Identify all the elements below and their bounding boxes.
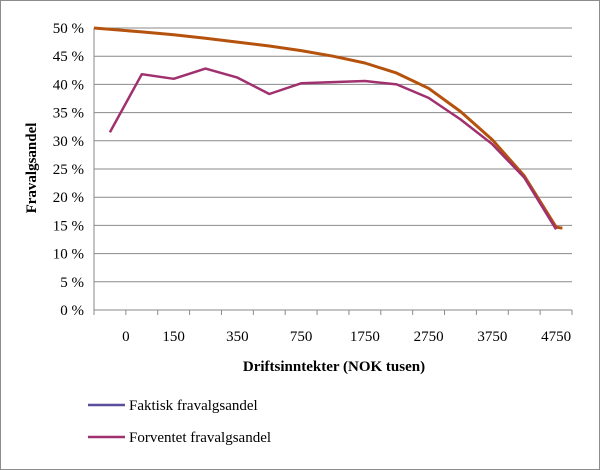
y-tick-label: 10 %: [53, 247, 84, 263]
x-tick-label: 750: [290, 329, 313, 345]
y-tick-label: 0 %: [60, 303, 84, 319]
y-tick-label: 35 %: [53, 106, 84, 122]
series-lines: [93, 26, 563, 230]
x-tick-label: 1750: [350, 329, 380, 345]
x-tick-label: 4750: [541, 329, 571, 345]
y-tick-label: 5 %: [60, 275, 84, 291]
y-tick-label: 30 %: [53, 134, 84, 150]
y-tick-label: 15 %: [53, 218, 84, 234]
x-tick-label: 150: [162, 329, 185, 345]
x-tick-labels: 0 150 350 750 1750 2750 3750 4750: [122, 329, 571, 345]
series-line-faktisk: [108, 67, 558, 230]
y-tick-label: 40 %: [53, 77, 84, 93]
y-tick-label: 25 %: [53, 162, 84, 178]
legend-label-forventet: Forventet fravalgsandel: [129, 430, 271, 446]
series-line-forventet: [93, 26, 563, 230]
x-tick-label: 350: [226, 329, 249, 345]
x-tick-label: 2750: [414, 329, 444, 345]
y-tick-labels: 0 % 5 % 10 % 15 % 20 % 25 % 30 % 35 % 40 % 45 % 50…: [53, 21, 84, 319]
y-axis-title: Fravalgsandel: [24, 123, 40, 214]
gridlines: [93, 27, 573, 315]
y-tick-label: 20 %: [53, 190, 84, 206]
y-tick-label: 50 %: [53, 21, 84, 37]
y-tick-label: 45 %: [53, 49, 84, 65]
x-tick-label: 3750: [477, 329, 507, 345]
legend-label-faktisk: Faktisk fravalgsandel: [129, 398, 258, 414]
x-tick-label: 0: [122, 329, 130, 345]
legend: Faktisk fravalgsandel Forventet fravalgs…: [88, 398, 271, 446]
x-axis-title: Driftsinntekter (NOK tusen): [243, 359, 425, 375]
